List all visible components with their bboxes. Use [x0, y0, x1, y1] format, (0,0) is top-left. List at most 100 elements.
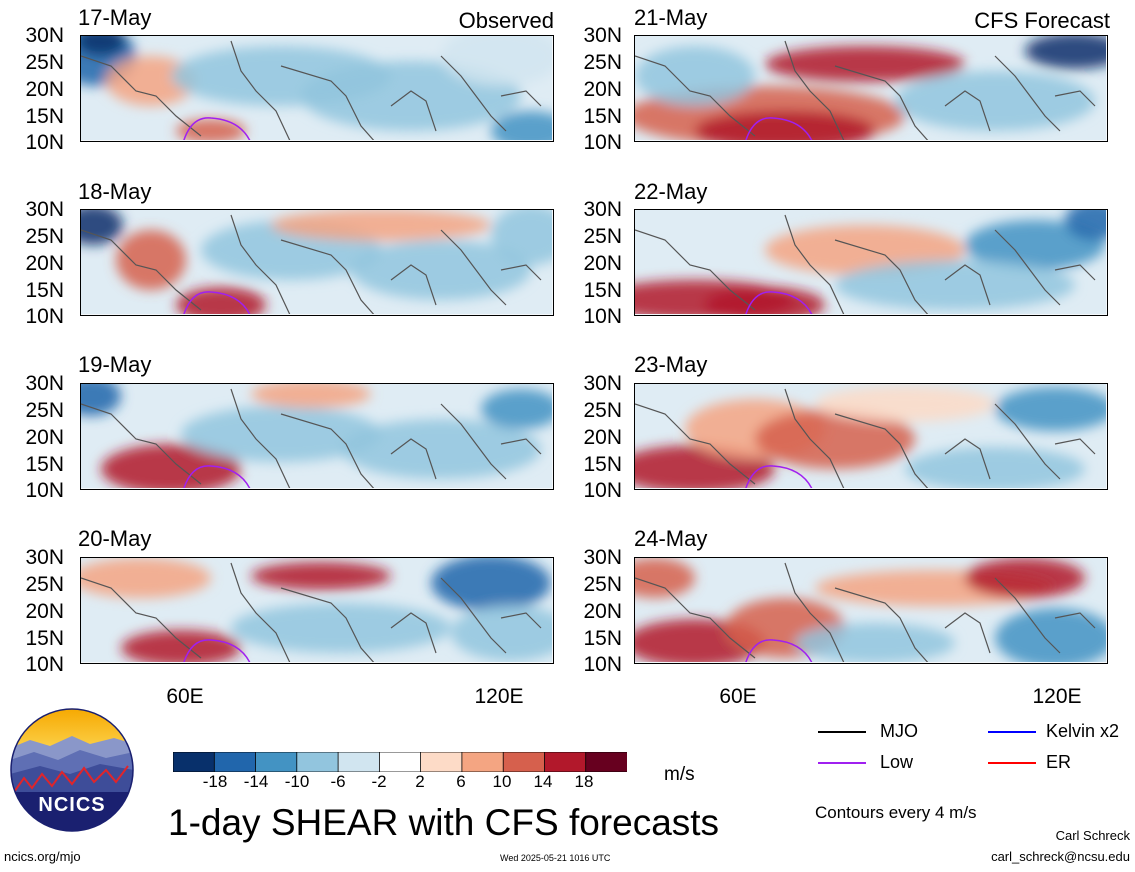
shear-region	[815, 386, 995, 422]
coastline	[81, 214, 542, 314]
shear-region	[81, 384, 121, 416]
shear-region	[965, 558, 1085, 598]
coastline	[81, 388, 542, 488]
panel-date: 20-May	[78, 526, 152, 551]
lat-label: 15N	[583, 453, 622, 476]
shear-field	[635, 210, 1106, 314]
colorbar-label: 2	[415, 772, 425, 791]
panel-tag: Observed	[458, 8, 554, 33]
colorbar-label: -10	[284, 772, 310, 791]
shear-region	[271, 210, 491, 241]
coastline	[81, 562, 542, 662]
lat-label: 20N	[583, 426, 622, 449]
shear-field	[81, 384, 552, 488]
colorbar-swatch	[337, 751, 381, 773]
shear-region	[231, 603, 451, 653]
colorbar-swatch	[585, 751, 628, 773]
lon-label: 120E	[1032, 685, 1082, 708]
shear-field	[635, 558, 1106, 662]
lat-label: 20N	[583, 600, 622, 623]
lat-label: 20N	[583, 252, 622, 275]
shear-region	[695, 111, 875, 140]
low-contour	[745, 639, 813, 662]
low-contour	[745, 117, 813, 140]
shear-region	[491, 210, 552, 265]
coastline	[81, 40, 542, 140]
lat-label: 15N	[25, 105, 64, 128]
shear-map	[80, 557, 554, 664]
lat-label: 15N	[25, 627, 64, 650]
lat-label: 30N	[583, 24, 622, 47]
main-title: 1-day SHEAR with CFS forecasts	[168, 802, 720, 843]
lat-label: 30N	[25, 546, 64, 569]
colorbar-swatch	[461, 751, 505, 773]
lat-label: 30N	[25, 372, 64, 395]
colorbar-swatch	[502, 751, 546, 773]
lat-label: 30N	[583, 198, 622, 221]
lat-label: 10N	[25, 305, 64, 328]
shear-region	[251, 562, 391, 590]
shear-field	[81, 558, 552, 662]
panel-date: 17-May	[78, 5, 152, 30]
lat-label: 15N	[25, 279, 64, 302]
shear-region	[81, 558, 211, 598]
lat-label: 20N	[25, 426, 64, 449]
lat-label: 25N	[25, 399, 64, 422]
shear-region	[765, 46, 965, 82]
shear-region	[106, 56, 196, 106]
lat-label: 25N	[583, 573, 622, 596]
colorbar-label: 10	[492, 772, 512, 791]
shear-field	[81, 210, 552, 314]
low-contour	[183, 639, 251, 662]
panel-date: 19-May	[78, 352, 152, 377]
logo-text: NCICS	[38, 794, 106, 816]
shear-map	[80, 383, 554, 490]
colorbar-label: 18	[574, 772, 594, 791]
lat-label: 10N	[583, 305, 622, 328]
low-contour	[745, 465, 813, 488]
lon-label: 120E	[474, 685, 524, 708]
shear-region	[835, 260, 1075, 310]
coastline	[635, 40, 1096, 140]
lat-label: 10N	[583, 479, 622, 502]
shear-region	[101, 444, 241, 488]
shear-field	[635, 36, 1106, 140]
shear-map	[634, 209, 1108, 316]
shear-map	[80, 35, 554, 142]
shear-region	[351, 240, 531, 300]
lat-label: 30N	[25, 24, 64, 47]
footer-email: carl_schreck@ncsu.edu	[991, 849, 1130, 864]
lon-label: 60E	[719, 685, 757, 708]
colorbar-swatch	[378, 751, 422, 773]
lat-label: 10N	[25, 131, 64, 154]
coastline	[635, 562, 1096, 662]
legend-label: MJO	[880, 721, 918, 741]
colorbar-label: 6	[456, 772, 466, 791]
colorbar-swatch	[420, 751, 463, 773]
shear-region	[965, 220, 1105, 270]
lat-label: 25N	[25, 51, 64, 74]
lat-label: 25N	[583, 51, 622, 74]
shear-region	[635, 558, 695, 598]
colorbar-label: -6	[330, 772, 346, 791]
shear-region	[635, 46, 755, 106]
lat-label: 30N	[583, 546, 622, 569]
colorbar-label: -2	[371, 772, 387, 791]
legend-swatch-mjo	[818, 731, 866, 733]
shear-region	[121, 630, 241, 662]
ncics-logo: NCICS	[10, 708, 134, 832]
colorbar-swatch	[255, 751, 298, 773]
low-contour	[183, 465, 251, 488]
contour-note: Contours every 4 m/s	[815, 803, 977, 822]
colorbar-swatch	[296, 751, 340, 773]
shear-region	[491, 111, 552, 140]
panel-date: 22-May	[634, 179, 708, 204]
shear-map	[80, 209, 554, 316]
lat-label: 20N	[25, 78, 64, 101]
panel-date: 24-May	[634, 526, 708, 551]
legend-swatch-er	[988, 762, 1036, 764]
lat-label: 10N	[25, 653, 64, 676]
shear-region	[1025, 36, 1106, 69]
legend-label: ER	[1046, 752, 1072, 772]
lat-label: 25N	[25, 225, 64, 248]
